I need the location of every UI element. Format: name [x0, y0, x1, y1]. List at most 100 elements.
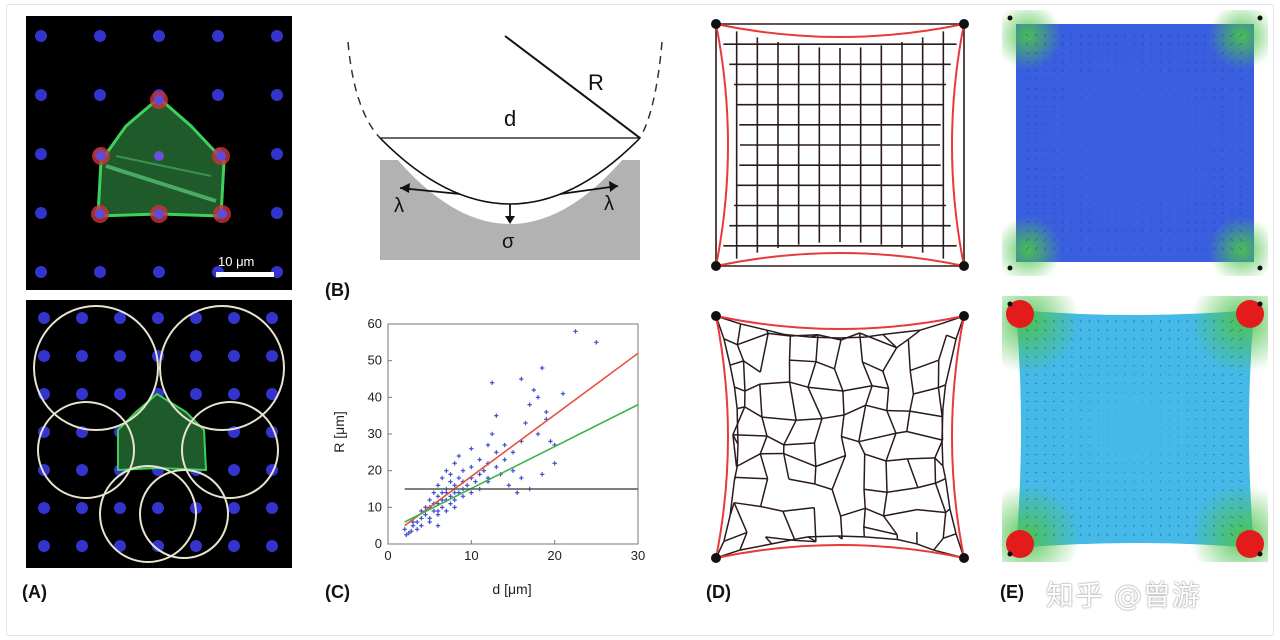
y-tick-label: 10: [368, 499, 382, 514]
panel-label-c: (C): [325, 582, 350, 602]
nucleus-dot: [228, 312, 240, 324]
nucleus-dot: [228, 350, 240, 362]
field-area: [1016, 310, 1254, 548]
nucleus-dot: [212, 30, 224, 42]
panel-label-e: (E): [1000, 582, 1024, 602]
nucleus-dot: [212, 89, 224, 101]
nucleus-dot: [38, 502, 50, 514]
scatter-point: [494, 450, 499, 455]
scatter-point: [435, 508, 441, 514]
lambda-right-label: λ: [604, 193, 614, 215]
scatter-point: [477, 457, 482, 462]
scatter-point: [485, 442, 491, 448]
nucleus-dot: [266, 350, 278, 362]
nucleus-dot: [76, 388, 88, 400]
scatter-point: [452, 490, 457, 495]
scatter-point: [481, 468, 487, 473]
scatter-point: [410, 519, 416, 525]
scatter-point: [431, 508, 437, 514]
nucleus-dot: [76, 464, 88, 476]
y-tick-label: 40: [368, 389, 382, 404]
scatter-point: [423, 512, 428, 517]
scatter-point: [502, 457, 507, 462]
lambda-left-label: λ: [394, 195, 404, 217]
nucleus-dot: [190, 540, 202, 552]
high-stress-corner: [1006, 300, 1034, 328]
anchor-point: [1007, 15, 1013, 21]
chord-label: d: [504, 106, 516, 131]
nucleus-dot: [94, 30, 106, 42]
nucleus-dot: [35, 148, 47, 160]
scatter-point: [535, 395, 541, 400]
nucleus-dot: [114, 540, 126, 552]
scatter-point: [560, 391, 566, 396]
panel-label-b: (B): [325, 280, 350, 300]
x-tick-label: 0: [384, 548, 391, 563]
scatter-point: [444, 508, 449, 514]
scatter-point: [431, 490, 437, 495]
sigma-label: σ: [502, 231, 515, 253]
scatter-point: [594, 340, 599, 345]
scatter-point: [460, 494, 466, 499]
stress-hotspot: [1002, 216, 1062, 276]
scatter-point: [414, 519, 420, 525]
nucleus-dot: [228, 540, 240, 552]
scatter-point: [452, 461, 457, 466]
scatter-point: [531, 387, 537, 393]
nucleus-dot: [190, 312, 202, 324]
scatter-point: [427, 516, 432, 521]
scatter-point: [527, 402, 532, 407]
scatter-point: [464, 483, 470, 488]
scatter-point: [410, 523, 416, 528]
nucleus-dot: [76, 540, 88, 552]
scatter-point: [456, 475, 462, 481]
scatter-point: [409, 528, 414, 534]
field-area: [1016, 24, 1254, 262]
scatter-point: [510, 468, 516, 473]
voronoi-mesh: [715, 315, 965, 559]
scatter-point: [552, 461, 557, 466]
anchor-point: [959, 19, 969, 29]
scatter-point: [452, 497, 457, 503]
high-stress-corner: [1236, 530, 1264, 558]
nucleus-dot: [271, 30, 283, 42]
scatter-point: [448, 472, 453, 477]
x-axis-label: d [μm]: [492, 581, 531, 597]
x-tick-label: 20: [547, 548, 561, 563]
scatter-point: [506, 483, 512, 488]
scatter-point: [523, 420, 528, 426]
nucleus-dot: [228, 502, 240, 514]
fit-circles: [33, 305, 285, 563]
scatter-point: [539, 365, 545, 371]
scatter-point: [452, 505, 457, 510]
anchor-point: [711, 19, 721, 29]
nucleus-dot: [228, 388, 240, 400]
nucleus-dot: [35, 89, 47, 101]
nucleus-dot: [38, 312, 50, 324]
nucleus-dot: [114, 312, 126, 324]
scatter-point: [439, 490, 445, 495]
nucleus-dot: [114, 350, 126, 362]
anchor-point: [959, 261, 969, 271]
scatter-point: [404, 532, 409, 538]
anchor-point: [1257, 265, 1263, 271]
nucleus-dot: [94, 89, 106, 101]
scatter-point: [439, 505, 445, 510]
anchor-point: [1257, 301, 1263, 307]
nucleus-dot: [38, 350, 50, 362]
y-tick-label: 60: [368, 316, 382, 331]
scatter-point: [519, 475, 524, 481]
nucleus-dot: [38, 540, 50, 552]
nucleus-dot: [153, 30, 165, 42]
panel-a-bottom-image: [26, 300, 292, 568]
panel-label-a: (A): [22, 582, 47, 602]
scatter-point: [435, 494, 441, 499]
scatter-point: [535, 431, 541, 437]
scatter-point: [456, 453, 462, 459]
high-stress-corner: [1236, 300, 1264, 328]
scatter-point: [448, 494, 453, 499]
scatter-point: [402, 527, 407, 532]
fit-line-green: [404, 403, 639, 523]
nucleus-dot: [271, 207, 283, 219]
scatter-point: [502, 442, 507, 448]
